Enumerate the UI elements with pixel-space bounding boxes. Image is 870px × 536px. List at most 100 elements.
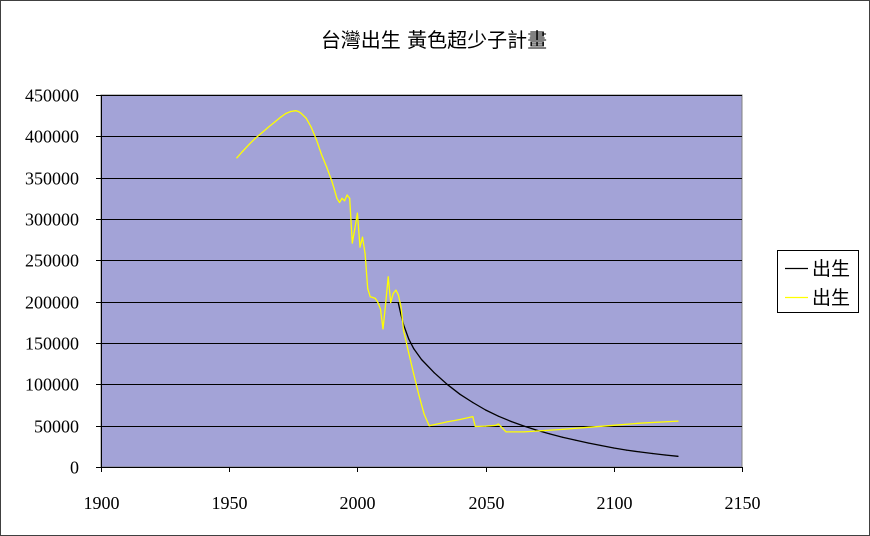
data-point	[561, 436, 564, 438]
plot-area	[100, 94, 743, 468]
data-point	[510, 420, 512, 423]
data-point	[523, 431, 525, 433]
data-point	[297, 110, 299, 113]
legend-box	[777, 250, 859, 313]
y-axis: 0 50000 100000 150000 200000 250000 300000 3500…	[25, 86, 101, 478]
data-point	[561, 428, 564, 430]
data-point	[344, 200, 346, 202]
data-point	[413, 348, 415, 350]
data-point	[472, 401, 474, 404]
data-point	[361, 236, 364, 238]
data-point	[249, 143, 251, 145]
data-point	[372, 296, 374, 299]
data-point	[369, 296, 371, 298]
data-point	[613, 424, 615, 426]
y-tick-label: 200000	[25, 293, 79, 313]
data-point	[379, 308, 382, 310]
data-point	[408, 352, 410, 354]
data-point	[395, 289, 397, 291]
data-point	[677, 455, 679, 457]
data-point	[428, 425, 430, 427]
data-point	[613, 447, 615, 449]
series-group	[236, 110, 679, 457]
data-point	[346, 194, 348, 196]
plot-background	[100, 94, 743, 468]
y-tick-label: 400000	[25, 127, 79, 147]
data-point	[336, 197, 338, 199]
data-point	[351, 242, 353, 244]
y-tick-label: 0	[70, 458, 79, 478]
data-point	[664, 454, 666, 456]
data-point	[459, 418, 461, 421]
series-1	[397, 302, 679, 457]
x-tick-label: 2150	[725, 493, 761, 513]
data-point	[423, 413, 425, 415]
y-tick-label: 50000	[34, 417, 79, 437]
data-point	[390, 301, 392, 304]
data-point	[536, 430, 538, 432]
x-tick-label: 2000	[340, 493, 376, 513]
data-point	[397, 294, 399, 296]
data-point	[267, 127, 269, 129]
data-point	[241, 151, 243, 153]
data-point	[364, 253, 366, 255]
data-point	[279, 116, 282, 118]
x-tick-label: 2100	[597, 493, 633, 513]
data-point	[523, 425, 525, 427]
data-point	[285, 113, 287, 115]
data-point	[397, 302, 399, 304]
data-point	[474, 425, 476, 428]
data-point	[382, 328, 384, 330]
data-point	[549, 433, 551, 435]
data-point	[446, 383, 448, 385]
data-point	[418, 394, 420, 396]
data-point	[374, 297, 376, 299]
y-tick-label: 250000	[25, 251, 79, 271]
data-point	[261, 131, 264, 133]
data-point	[392, 292, 394, 294]
data-point	[338, 201, 341, 204]
y-tick-label: 300000	[25, 210, 79, 230]
data-point	[408, 338, 410, 340]
gridlines	[101, 95, 742, 427]
data-point	[587, 442, 589, 444]
x-axis: 1900 1950 2000 2050 2100 2150	[84, 467, 761, 513]
data-point	[638, 422, 641, 424]
data-point	[356, 212, 358, 214]
x-tick-label: 1900	[84, 493, 120, 513]
data-point	[420, 358, 423, 361]
data-point	[400, 306, 402, 308]
series-line-1	[397, 302, 679, 457]
data-point	[403, 330, 405, 332]
data-point	[574, 439, 576, 441]
data-point	[320, 153, 323, 156]
data-point	[333, 188, 335, 190]
data-point	[497, 415, 499, 417]
data-point	[485, 409, 487, 411]
data-point	[290, 110, 292, 113]
data-point	[354, 228, 356, 230]
data-point	[341, 197, 343, 199]
legend-label-series-2: 出生	[812, 287, 850, 309]
data-point	[326, 166, 328, 168]
data-point	[413, 373, 415, 375]
data-point	[377, 301, 379, 304]
data-point	[305, 117, 307, 119]
y-tick-label: 150000	[25, 334, 79, 354]
data-point	[310, 126, 312, 128]
data-point	[349, 197, 351, 199]
data-point	[367, 287, 369, 289]
data-point	[677, 420, 679, 422]
legend: 出生 出生	[777, 250, 859, 313]
data-point	[359, 246, 361, 248]
data-point	[497, 423, 499, 425]
data-point	[651, 452, 653, 455]
data-point	[472, 416, 474, 418]
data-point	[446, 421, 448, 423]
data-point	[626, 449, 628, 451]
data-point	[236, 157, 238, 159]
series-2	[236, 110, 679, 433]
data-point	[505, 431, 507, 433]
data-point	[587, 426, 589, 428]
data-point	[600, 444, 602, 447]
